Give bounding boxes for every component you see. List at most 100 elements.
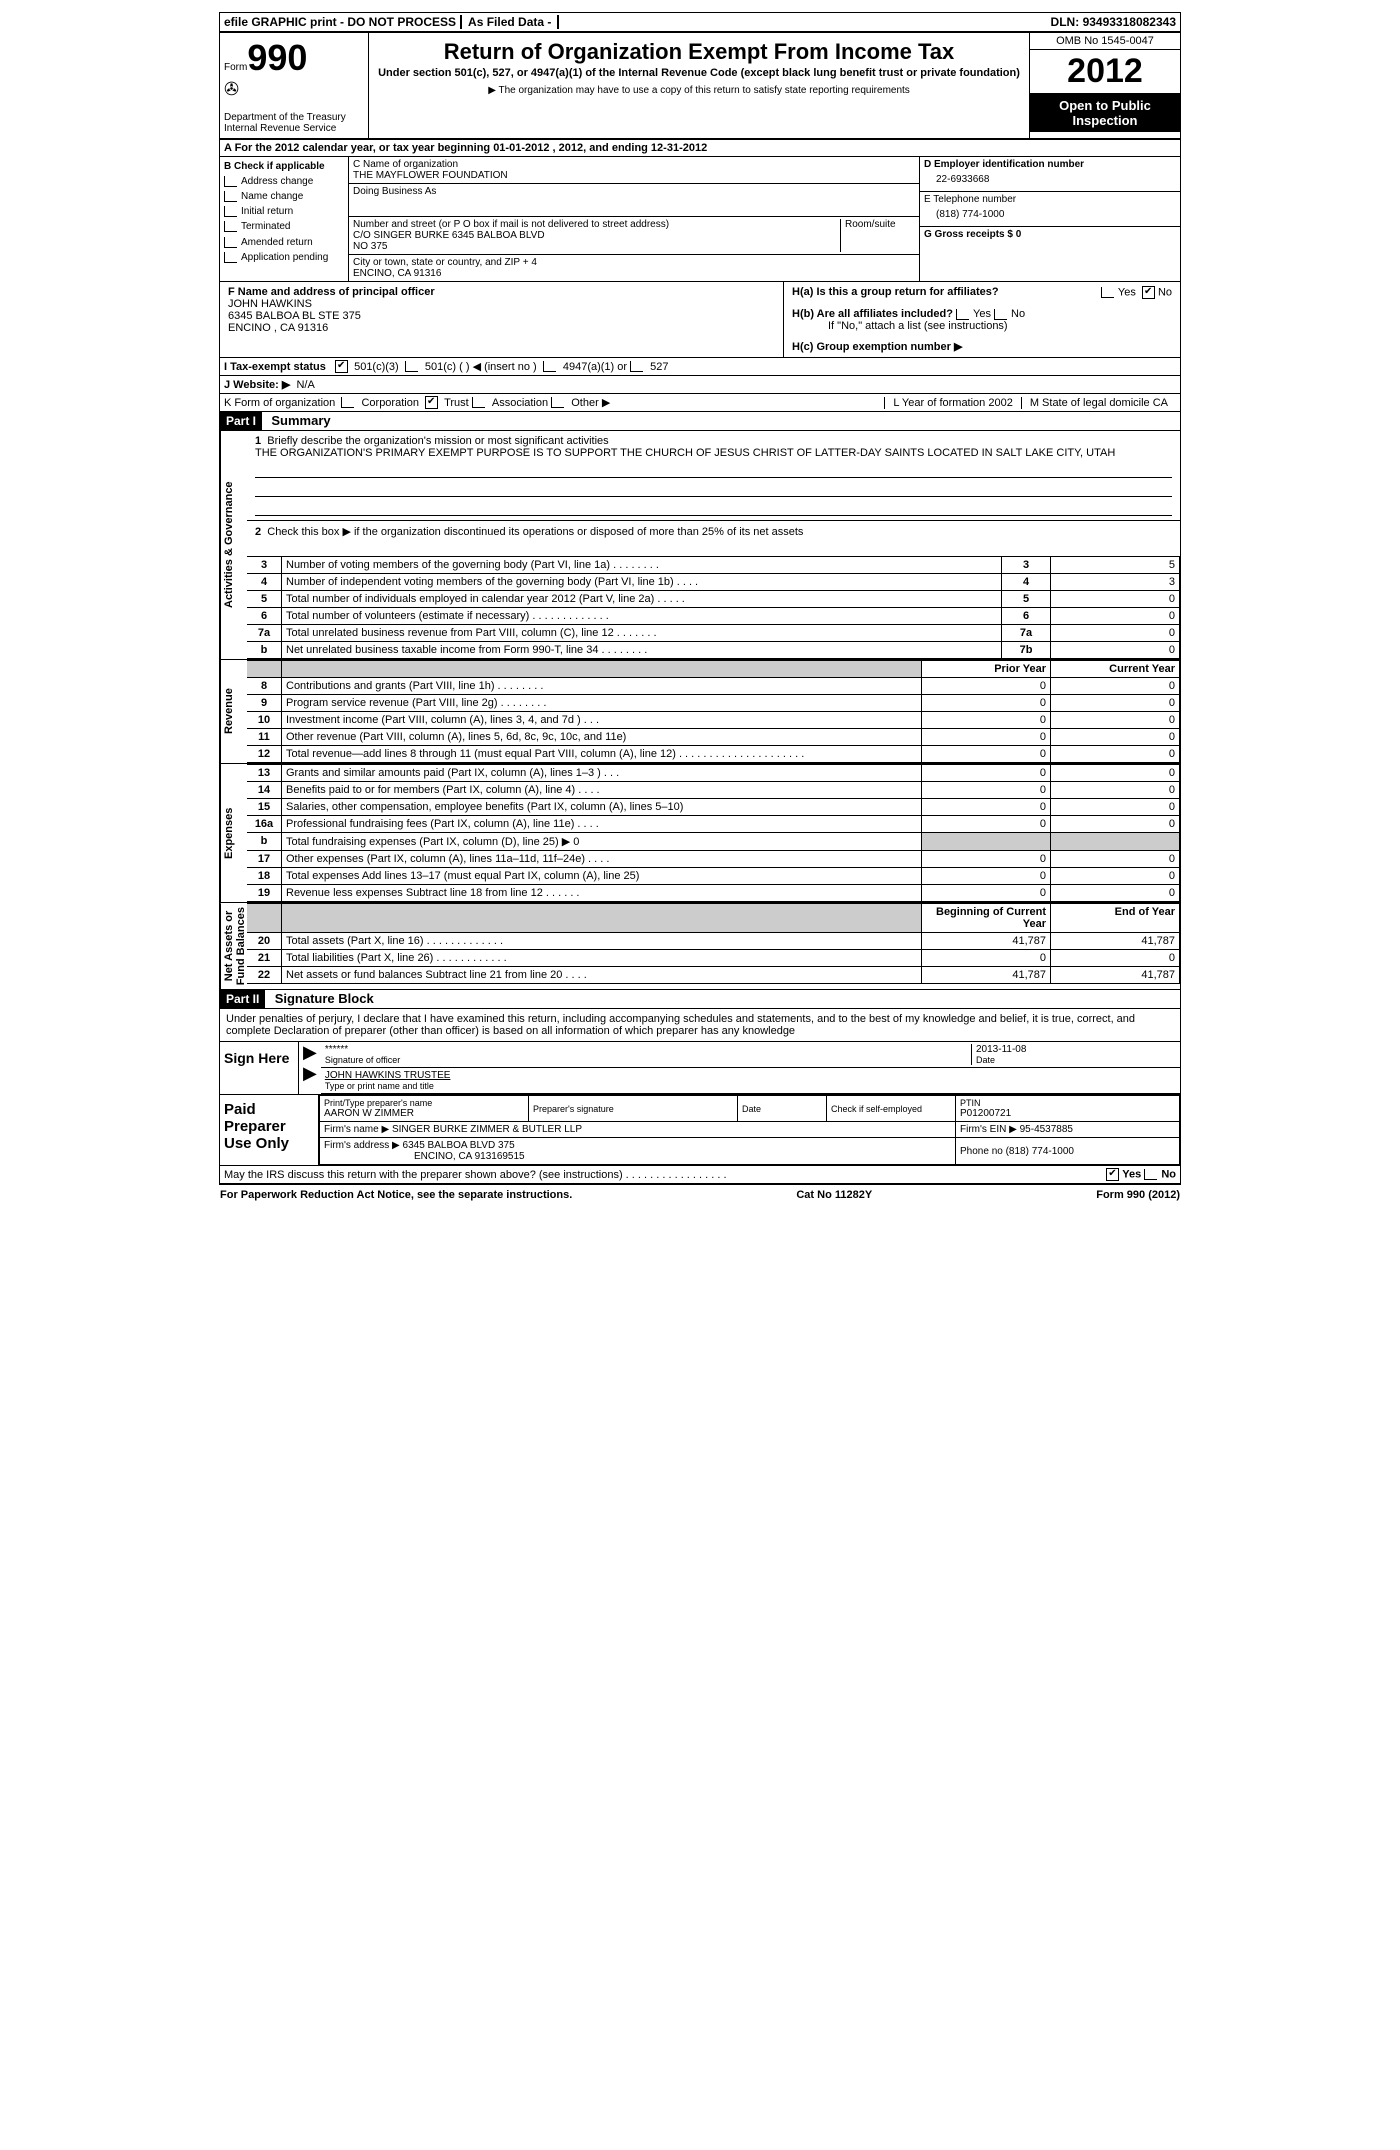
tel-value: (818) 774-1000	[924, 205, 1176, 224]
h-c: H(c) Group exemption number ▶	[792, 340, 1172, 353]
firm-phone: Phone no (818) 774-1000	[956, 1138, 1180, 1165]
part1-badge: Part I	[220, 412, 262, 430]
city-value: ENCINO, CA 91316	[353, 268, 915, 279]
sign-body: ****** Signature of officer 2013-11-08 D…	[321, 1042, 1180, 1094]
section-net-assets: Net Assets or Fund Balances Beginning of…	[220, 903, 1180, 990]
section-activities-governance: Activities & Governance 1 Briefly descri…	[220, 431, 1180, 660]
top-bar: efile GRAPHIC print - DO NOT PROCESS As …	[220, 13, 1180, 33]
q2: 2 Check this box ▶ if the organization d…	[247, 520, 1180, 556]
city-label: City or town, state or country, and ZIP …	[353, 257, 915, 268]
pra-notice: For Paperwork Reduction Act Notice, see …	[220, 1189, 572, 1201]
chk-name-change[interactable]: Name change	[224, 191, 344, 202]
box-b: B Check if applicable Address change Nam…	[220, 157, 349, 281]
hb-note: If "No," attach a list (see instructions…	[792, 320, 1172, 332]
sig-label: Signature of officer	[325, 1055, 971, 1065]
gov-table: 3Number of voting members of the governi…	[247, 556, 1180, 659]
dln-label: DLN:	[1051, 15, 1080, 29]
chk-amended[interactable]: Amended return	[224, 237, 344, 248]
section-expenses: Expenses 13Grants and similar amounts pa…	[220, 764, 1180, 903]
discuss-no[interactable]	[1144, 1169, 1157, 1180]
h-a: H(a) Is this a group return for affiliat…	[792, 286, 1172, 298]
header-left: Form990 ✇ Department of the Treasury Int…	[220, 33, 369, 138]
box-e: E Telephone number (818) 774-1000	[920, 192, 1180, 227]
cat-no: Cat No 11282Y	[796, 1189, 872, 1201]
tax-exempt-label: I Tax-exempt status	[224, 361, 326, 373]
sig-date: 2013-11-08	[976, 1044, 1176, 1055]
arrow-icon: ▶▶	[299, 1042, 321, 1094]
form-990: efile GRAPHIC print - DO NOT PROCESS As …	[219, 12, 1181, 1185]
sign-here-row: Sign Here ▶▶ ****** Signature of officer…	[220, 1042, 1180, 1094]
year-formation: L Year of formation 2002	[884, 397, 1020, 409]
box-c: C Name of organization THE MAYFLOWER FOU…	[349, 157, 920, 281]
chk-501c3[interactable]	[335, 360, 348, 373]
website-label: J Website: ▶	[224, 378, 290, 391]
perjury-declaration: Under penalties of perjury, I declare th…	[220, 1009, 1180, 1042]
section-revenue: Revenue Prior YearCurrent Year8Contribut…	[220, 660, 1180, 764]
chk-address-change[interactable]: Address change	[224, 176, 344, 187]
signature-block: Sign Here ▶▶ ****** Signature of officer…	[220, 1042, 1180, 1184]
form-no: 990	[247, 37, 307, 78]
h-b: H(b) Are all affiliates included? Yes No…	[792, 308, 1172, 332]
addr-block: Number and street (or P O box if mail is…	[349, 217, 919, 255]
form-number: Form990	[224, 37, 364, 79]
line-k: K Form of organization Corporation Trust…	[220, 394, 1180, 412]
box-f: F Name and address of principal officer …	[220, 282, 784, 357]
q1-text: Briefly describe the organization's miss…	[267, 435, 608, 447]
tel-label: E Telephone number	[924, 194, 1176, 205]
state-domicile: M State of legal domicile CA	[1021, 397, 1176, 409]
mission-block: 1 Briefly describe the organization's mi…	[247, 431, 1180, 520]
addr-line1: C/O SINGER BURKE 6345 BALBOA BLVD	[353, 230, 840, 241]
discuss-text: May the IRS discuss this return with the…	[224, 1169, 727, 1181]
line-a: A For the 2012 calendar year, or tax yea…	[220, 140, 1180, 157]
chk-4947[interactable]	[543, 361, 556, 372]
page-footer: For Paperwork Reduction Act Notice, see …	[220, 1185, 1180, 1205]
line-i: I Tax-exempt status 501(c)(3) 501(c) ( )…	[220, 358, 1180, 376]
signer-name: JOHN HAWKINS TRUSTEE	[325, 1070, 1176, 1081]
firm-ein: 95-4537885	[1020, 1124, 1073, 1135]
paid-label: Paid Preparer Use Only	[220, 1095, 319, 1165]
signer-name-cell: JOHN HAWKINS TRUSTEE Type or print name …	[321, 1068, 1180, 1094]
vlabel-expenses: Expenses	[220, 764, 247, 902]
header-title: Return of Organization Exempt From Incom…	[369, 33, 1030, 138]
discuss-yes[interactable]	[1106, 1168, 1119, 1181]
ein-label: D Employer identification number	[924, 159, 1176, 170]
ptin-label: PTIN	[960, 1098, 1175, 1108]
part2-title: Signature Block	[269, 991, 374, 1006]
vlabel-revenue: Revenue	[220, 660, 247, 763]
header-note: ▶ The organization may have to use a cop…	[377, 85, 1021, 96]
as-filed: As Filed Data -	[460, 15, 559, 29]
box-f-h: F Name and address of principal officer …	[220, 282, 1180, 358]
firm-ein-label: Firm's EIN ▶	[960, 1124, 1017, 1135]
firm-addr-label: Firm's address ▶	[324, 1140, 400, 1151]
subtitle: Under section 501(c), 527, or 4947(a)(1)…	[377, 67, 1021, 79]
sign-here-label: Sign Here	[220, 1042, 299, 1094]
part2-badge: Part II	[220, 990, 265, 1008]
open-inspection: Open to Public Inspection	[1030, 94, 1180, 132]
dln-value: 93493318082343	[1083, 15, 1176, 29]
chk-terminated[interactable]: Terminated	[224, 221, 344, 232]
irs-eagle-icon: ✇	[224, 79, 364, 100]
header-right: OMB No 1545-0047 2012 Open to Public Ins…	[1030, 33, 1180, 138]
sig-redacted: ******	[325, 1044, 971, 1055]
form-org-label: K Form of organization	[224, 397, 335, 409]
chk-501c[interactable]	[405, 361, 418, 372]
ein-value: 22-6933668	[924, 170, 1176, 189]
city-block: City or town, state or country, and ZIP …	[349, 255, 919, 281]
chk-527[interactable]	[630, 361, 643, 372]
paid-table: Print/Type preparer's name AARON W ZIMME…	[319, 1095, 1180, 1165]
box-d: D Employer identification number 22-6933…	[920, 157, 1180, 192]
irs-label: Internal Revenue Service	[224, 123, 364, 134]
vlabel-governance: Activities & Governance	[220, 431, 247, 659]
chk-pending[interactable]: Application pending	[224, 252, 344, 263]
box-g: G Gross receipts $ 0	[920, 227, 1180, 242]
paid-body: Print/Type preparer's name AARON W ZIMME…	[319, 1095, 1180, 1165]
line-j: J Website: ▶ N/A	[220, 376, 1180, 394]
dba-label: Doing Business As	[349, 184, 919, 217]
prep-sig-label: Preparer's signature	[529, 1096, 738, 1122]
firm-label: Firm's name ▶	[324, 1124, 389, 1135]
mission-text: THE ORGANIZATION'S PRIMARY EXEMPT PURPOS…	[255, 447, 1115, 459]
addr-line2: NO 375	[353, 241, 840, 252]
officer-addr: 6345 BALBOA BL STE 375	[228, 310, 775, 322]
omb-no: OMB No 1545-0047	[1030, 33, 1180, 50]
chk-initial-return[interactable]: Initial return	[224, 206, 344, 217]
